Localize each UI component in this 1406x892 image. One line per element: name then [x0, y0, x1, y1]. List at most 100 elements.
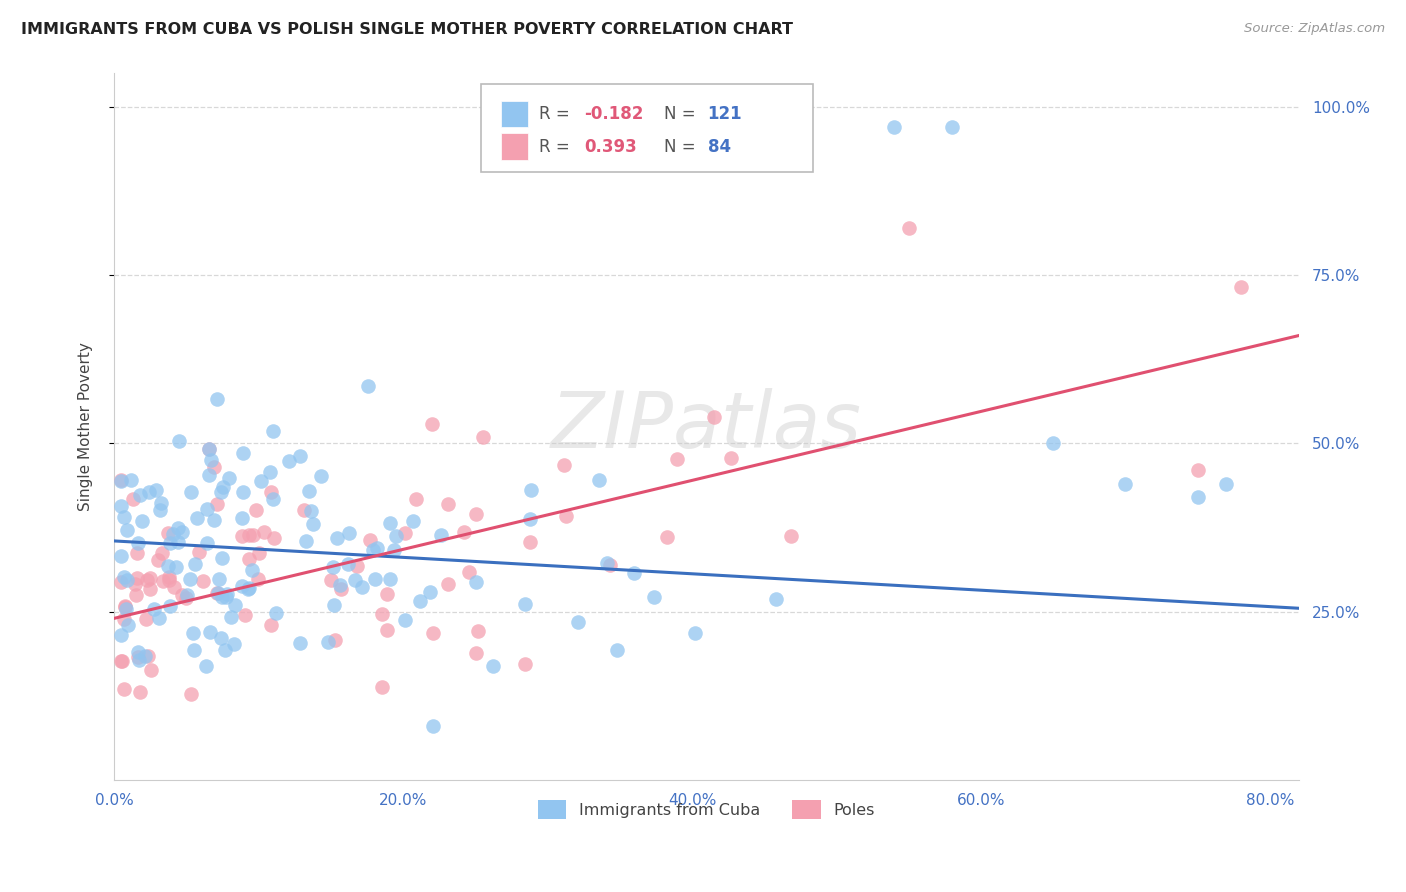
Point [218, 471, 240, 485]
Point [114, 599, 136, 614]
Point [323, 598, 346, 612]
Point [205, 586, 228, 600]
Point [195, 535, 218, 549]
Point [378, 516, 401, 530]
Point [195, 658, 218, 673]
Point [174, 591, 197, 606]
Point [430, 528, 453, 542]
Point [401, 514, 423, 528]
Point [883, 120, 905, 134]
Point [112, 509, 135, 524]
Point [337, 526, 360, 541]
Point [1230, 280, 1253, 294]
Point [110, 474, 132, 488]
Point [481, 659, 503, 673]
Point [219, 610, 242, 624]
Point [112, 612, 135, 626]
Point [277, 454, 299, 468]
Point [250, 475, 273, 489]
Text: N =: N = [664, 137, 700, 155]
Y-axis label: Single Mother Poverty: Single Mother Poverty [79, 342, 93, 511]
Point [288, 636, 311, 650]
Point [165, 560, 187, 574]
Point [588, 473, 610, 487]
Point [115, 602, 138, 616]
Point [159, 599, 181, 614]
Point [1187, 490, 1209, 504]
Point [436, 497, 458, 511]
Point [422, 417, 444, 431]
Point [599, 558, 621, 573]
Point [238, 581, 260, 595]
Text: N =: N = [664, 105, 700, 123]
Point [350, 580, 373, 594]
Point [657, 530, 679, 544]
Point [110, 473, 132, 487]
Point [215, 591, 238, 605]
Point [302, 516, 325, 531]
Point [157, 525, 180, 540]
Point [128, 653, 150, 667]
Text: 0.393: 0.393 [585, 137, 637, 155]
Text: ZIPatlas: ZIPatlas [551, 389, 862, 465]
Point [260, 485, 283, 500]
Point [232, 446, 254, 460]
Point [361, 543, 384, 558]
Text: 121: 121 [707, 105, 742, 123]
Point [765, 591, 787, 606]
Point [127, 546, 149, 560]
Point [112, 682, 135, 697]
Point [294, 533, 316, 548]
Point [202, 460, 225, 475]
Point [513, 598, 536, 612]
Point [124, 576, 146, 591]
Point [127, 644, 149, 658]
Point [198, 442, 221, 457]
Point [110, 628, 132, 642]
Point [180, 484, 202, 499]
Point [366, 541, 388, 556]
Point [110, 549, 132, 563]
Point [309, 469, 332, 483]
Point [380, 572, 402, 586]
Point [262, 491, 284, 506]
Point [120, 473, 142, 487]
Point [236, 582, 259, 597]
Point [292, 503, 315, 517]
Point [329, 582, 352, 596]
Point [135, 573, 157, 587]
Point [167, 521, 190, 535]
Point [163, 580, 186, 594]
Point [200, 625, 222, 640]
Point [150, 546, 173, 560]
Point [375, 624, 398, 638]
Point [343, 573, 366, 587]
Point [207, 586, 229, 600]
Point [224, 599, 246, 613]
Point [159, 535, 181, 549]
Point [125, 588, 148, 602]
Text: Source: ZipAtlas.com: Source: ZipAtlas.com [1244, 22, 1385, 36]
Point [567, 615, 589, 629]
Point [262, 424, 284, 438]
Point [149, 496, 172, 510]
Point [457, 566, 479, 580]
Point [1215, 476, 1237, 491]
Point [394, 613, 416, 627]
Point [606, 643, 628, 657]
Point [472, 430, 495, 444]
Point [643, 590, 665, 604]
Legend: Immigrants from Cuba, Poles: Immigrants from Cuba, Poles [531, 794, 882, 825]
Point [131, 514, 153, 528]
Point [231, 579, 253, 593]
Point [623, 566, 645, 580]
Point [208, 572, 231, 586]
Point [385, 529, 408, 543]
Point [467, 624, 489, 638]
Point [136, 649, 159, 664]
Point [453, 525, 475, 540]
Point [209, 632, 232, 646]
Point [198, 442, 221, 457]
Point [318, 635, 340, 649]
Point [246, 573, 269, 587]
